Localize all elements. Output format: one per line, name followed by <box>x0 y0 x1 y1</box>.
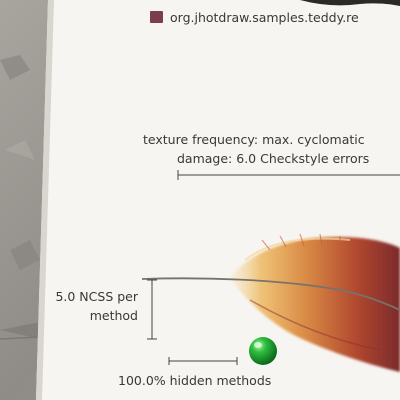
green-marker-highlight <box>254 342 262 348</box>
ncss-label-line2: method <box>90 308 138 323</box>
ncss-scale-bar <box>147 279 157 340</box>
legend-label: org.jhotdraw.samples.teddy.re <box>170 10 359 25</box>
green-marker <box>249 337 277 365</box>
hidden-methods-label: 100.0% hidden methods <box>118 373 271 388</box>
title-fragment <box>300 0 400 6</box>
poster-shadow <box>36 0 54 400</box>
feather-glyph <box>230 233 400 372</box>
texture-scale-bar <box>177 170 400 180</box>
hidden-methods-scale-bar <box>168 357 238 365</box>
legend-swatch <box>150 11 163 23</box>
feather-quill <box>141 277 400 311</box>
ncss-label-line1: 5.0 NCSS per <box>55 289 138 304</box>
texture-frequency-label: texture frequency: max. cyclomatic <box>143 132 365 147</box>
damage-label: damage: 6.0 Checkstyle errors <box>177 151 369 166</box>
wall-texture <box>0 55 45 340</box>
